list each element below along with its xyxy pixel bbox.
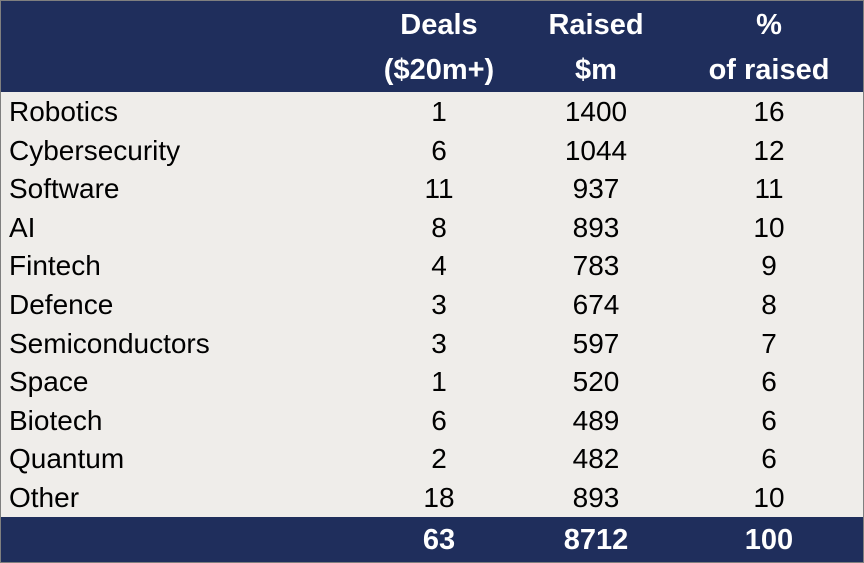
deals-header-line2: ($20m+)	[383, 54, 495, 86]
category-label: Fintech	[9, 250, 101, 282]
category-label: Cybersecurity	[9, 134, 181, 166]
deals-value: 6	[431, 404, 447, 436]
pct-value: 16	[753, 96, 785, 127]
category-label: Defence	[9, 289, 114, 320]
table-row: Quantum 2 482 6	[1, 440, 863, 479]
category-label: Biotech	[9, 404, 103, 436]
deals-value: 2	[431, 443, 447, 475]
pct-value: 11	[754, 173, 784, 205]
total-raised: 8712	[563, 524, 629, 556]
raised-value: 937	[572, 173, 620, 205]
table-row: AI 8 893 10	[1, 209, 863, 248]
pct-value: 6	[761, 404, 777, 436]
raised-header-line1: Raised	[548, 9, 644, 41]
deals-header-line1: Deals	[400, 9, 478, 41]
pct-value: 10	[753, 482, 785, 513]
pct-header-line1: %	[756, 9, 782, 41]
table-row: Semiconductors 3 597 7	[1, 325, 863, 364]
deals-value: 4	[431, 250, 447, 282]
pct-value: 6	[761, 366, 777, 398]
raised-value: 597	[572, 327, 620, 359]
raised-value: 1044	[564, 134, 628, 166]
deals-value: 18	[423, 482, 455, 513]
deals-value: 1	[431, 366, 447, 398]
category-label: Software	[9, 173, 120, 205]
pct-header-line2: of raised	[708, 54, 830, 86]
raised-value: 893	[572, 211, 620, 243]
deals-value: 6	[431, 134, 447, 166]
table-row: Software 11 937 11	[1, 170, 863, 209]
category-label: Other	[9, 482, 80, 513]
pct-value: 8	[761, 289, 777, 320]
raised-header-line2: $m	[575, 54, 617, 86]
pct-value: 6	[761, 443, 777, 475]
deals-value: 11	[424, 173, 454, 205]
category-label: Space	[9, 366, 89, 398]
raised-value: 520	[572, 366, 620, 398]
table-row: Cybersecurity 6 1044 12	[1, 132, 863, 171]
raised-value: 482	[572, 443, 620, 475]
table-totals-row: 63 8712 100	[1, 517, 863, 562]
category-label: Robotics	[9, 96, 118, 127]
pct-value: 12	[753, 134, 785, 166]
deals-value: 8	[431, 211, 447, 243]
total-deals: 63	[422, 524, 456, 556]
table-row: Other 18 893 10	[1, 479, 863, 518]
category-label: Quantum	[9, 443, 125, 475]
pct-value: 7	[761, 327, 777, 359]
table-row: Robotics 1 1400 16	[1, 93, 863, 132]
pct-value: 10	[753, 211, 785, 243]
raised-value: 893	[572, 482, 620, 513]
category-label: Semiconductors	[9, 327, 210, 359]
table-header: Deals ($20m+) Raised $m % of raised	[1, 1, 863, 92]
table-row: Space 1 520 6	[1, 363, 863, 402]
deals-value: 1	[431, 96, 447, 127]
raised-value: 489	[572, 404, 620, 436]
deals-value: 3	[431, 289, 447, 320]
table-row: Biotech 6 489 6	[1, 402, 863, 441]
table-row: Fintech 4 783 9	[1, 247, 863, 286]
total-pct: 100	[744, 524, 794, 556]
deals-value: 3	[431, 327, 447, 359]
category-label: AI	[9, 211, 36, 243]
raised-value: 783	[572, 250, 620, 282]
raised-value: 674	[572, 289, 620, 320]
raised-value: 1400	[564, 96, 628, 127]
pct-value: 9	[761, 250, 777, 282]
table-row: Defence 3 674 8	[1, 286, 863, 325]
